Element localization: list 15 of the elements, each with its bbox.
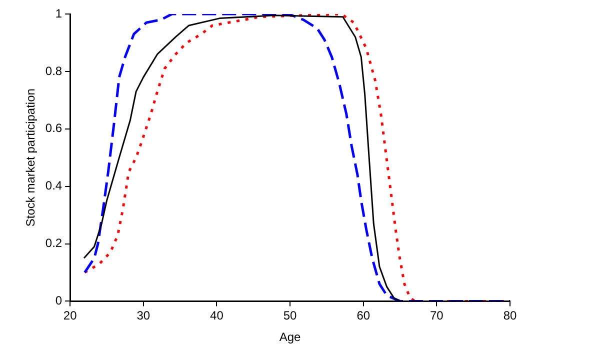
x-tick-label: 70: [430, 308, 444, 323]
y-tick-label: 1: [55, 6, 62, 20]
x-tick-label: 30: [136, 308, 150, 323]
x-tick-label: 40: [210, 308, 224, 323]
y-tick-label: 0.6: [45, 121, 62, 136]
x-axis-title: Age: [279, 330, 302, 344]
y-tick-label: 0.2: [45, 236, 62, 250]
x-tick-label: 50: [283, 308, 298, 323]
x-tick-label: 60: [356, 308, 370, 323]
y-tick-label: 0.4: [45, 178, 62, 193]
y-tick-label: 0: [55, 294, 62, 308]
y-axis-title: Stock market participation: [24, 88, 38, 227]
x-tick-label: 20: [63, 308, 78, 323]
y-tick-label: 0.8: [45, 64, 62, 78]
x-tick-label: 80: [503, 308, 517, 323]
